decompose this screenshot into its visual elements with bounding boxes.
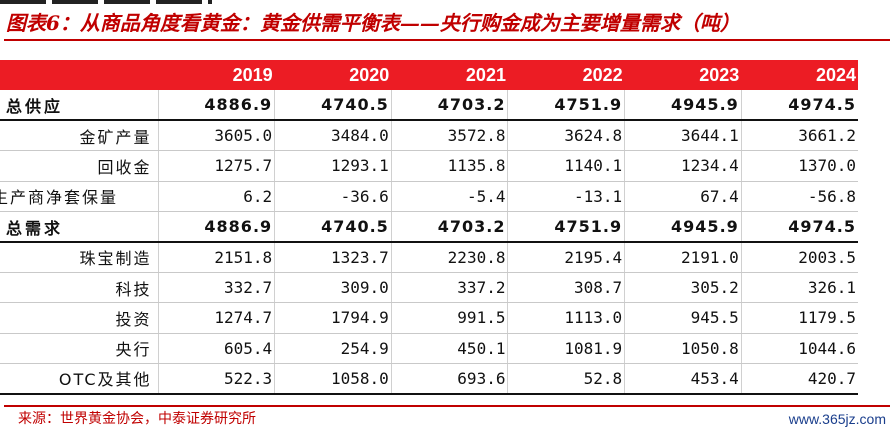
table-row-investment: 投资 1274.7 1794.9 991.5 1113.0 945.5 1179…: [0, 302, 858, 334]
table-cell: 3624.8: [507, 120, 626, 152]
table-cell: 337.2: [391, 272, 509, 304]
table-cell: 3644.1: [624, 120, 742, 152]
table-cell: 326.1: [741, 272, 858, 304]
header-corner: [0, 60, 158, 90]
table-cell: -5.4: [391, 181, 509, 213]
table-row-total-supply: 总供应 4886.9 4740.5 4703.2 4751.9 4945.9 4…: [0, 90, 858, 122]
table-cell: 1293.1: [274, 150, 392, 182]
row-label: OTC及其他: [0, 363, 159, 395]
table-cell: 1058.0: [274, 363, 392, 395]
table-cell: 1179.5: [741, 302, 858, 334]
table-cell: 605.4: [158, 333, 276, 365]
column-header-2024: 2024: [741, 60, 858, 90]
table-cell: 945.5: [624, 302, 742, 334]
table-cell: 522.3: [158, 363, 276, 395]
table-cell: 1323.7: [274, 241, 392, 273]
table-cell: 3572.8: [391, 120, 509, 152]
column-header-2021: 2021: [391, 60, 508, 90]
table-cell: 4945.9: [624, 211, 742, 243]
table-row-total-demand: 总需求 4886.9 4740.5 4703.2 4751.9 4945.9 4…: [0, 211, 858, 243]
row-label: 总供应: [0, 90, 159, 122]
table-row-otc-other: OTC及其他 522.3 1058.0 693.6 52.8 453.4 420…: [0, 363, 858, 395]
column-header-2019: 2019: [158, 60, 275, 90]
table-cell: 4740.5: [274, 211, 392, 243]
table-cell: 6.2: [158, 181, 276, 213]
table-cell: 3661.2: [741, 120, 858, 152]
table-cell: 3484.0: [274, 120, 392, 152]
column-header-2020: 2020: [274, 60, 392, 90]
source-divider: [4, 405, 890, 407]
table-cell: 693.6: [391, 363, 509, 395]
table-cell: 1370.0: [741, 150, 858, 182]
table-cell: 254.9: [274, 333, 392, 365]
table-cell: 4740.5: [274, 90, 392, 122]
table-cell: 4974.5: [741, 90, 858, 122]
table-cell: 305.2: [624, 272, 742, 304]
table-cell: 3605.0: [158, 120, 276, 152]
table-cell: 52.8: [507, 363, 626, 395]
table-row-net-hedging: 生产商净套保量 6.2 -36.6 -5.4 -13.1 67.4 -56.8: [0, 181, 858, 213]
table-cell: 2191.0: [624, 241, 742, 273]
table-row-jewellery: 珠宝制造 2151.8 1323.7 2230.8 2195.4 2191.0 …: [0, 241, 858, 273]
table-cell: 308.7: [507, 272, 626, 304]
table-cell: 450.1: [391, 333, 509, 365]
gold-supply-demand-table: 2019 2020 2021 2022 2023 2024 总供应 4886.9…: [0, 60, 858, 395]
table-cell: 2151.8: [158, 241, 276, 273]
row-label: 科技: [0, 272, 159, 304]
top-decoration-strip: [0, 0, 212, 4]
table-cell: 420.7: [741, 363, 858, 395]
table-row-central-banks: 央行 605.4 254.9 450.1 1081.9 1050.8 1044.…: [0, 333, 858, 365]
table-cell: 4751.9: [507, 211, 626, 243]
column-header-2023: 2023: [624, 60, 742, 90]
table-cell: 4703.2: [391, 90, 509, 122]
table-cell: 991.5: [391, 302, 509, 334]
table-cell: 2003.5: [741, 241, 858, 273]
table-cell: 4886.9: [158, 90, 276, 122]
table-cell: 4751.9: [507, 90, 626, 122]
row-label: 央行: [0, 333, 159, 365]
row-label: 总需求: [0, 211, 159, 243]
table-row-mine-production: 金矿产量 3605.0 3484.0 3572.8 3624.8 3644.1 …: [0, 120, 858, 152]
table-cell: 332.7: [158, 272, 276, 304]
title-divider: [4, 39, 890, 41]
watermark-text: www.365jz.com: [788, 411, 886, 427]
table-cell: 1140.1: [507, 150, 626, 182]
table-cell: 1135.8: [391, 150, 509, 182]
row-label: 回收金: [0, 150, 159, 182]
table-cell: 1275.7: [158, 150, 276, 182]
table-cell: 4974.5: [741, 211, 858, 243]
column-header-2022: 2022: [507, 60, 625, 90]
table-cell: 1794.9: [274, 302, 392, 334]
table-cell: -56.8: [741, 181, 858, 213]
table-cell: 309.0: [274, 272, 392, 304]
table-cell: -36.6: [274, 181, 392, 213]
source-note: 来源：世界黄金协会，中泰证券研究所: [18, 411, 256, 427]
table-cell: 453.4: [624, 363, 742, 395]
table-cell: 1113.0: [507, 302, 626, 334]
table-cell: 67.4: [624, 181, 742, 213]
table-cell: 1050.8: [624, 333, 742, 365]
figure-title: 图表6：从商品角度看黄金：黄金供需平衡表——央行购金成为主要增量需求（吨）: [6, 11, 740, 35]
row-label: 生产商净套保量: [0, 181, 159, 213]
row-label: 投资: [0, 302, 159, 334]
table-cell: -13.1: [507, 181, 626, 213]
table-row-technology: 科技 332.7 309.0 337.2 308.7 305.2 326.1: [0, 272, 858, 304]
table-cell: 4703.2: [391, 211, 509, 243]
table-cell: 2230.8: [391, 241, 509, 273]
table-cell: 4886.9: [158, 211, 276, 243]
table-cell: 1234.4: [624, 150, 742, 182]
table-row-recycled-gold: 回收金 1275.7 1293.1 1135.8 1140.1 1234.4 1…: [0, 150, 858, 182]
row-label: 珠宝制造: [0, 241, 159, 273]
table-cell: 1044.6: [741, 333, 858, 365]
table-cell: 1274.7: [158, 302, 276, 334]
table-header-row: 2019 2020 2021 2022 2023 2024: [0, 60, 858, 90]
row-label: 金矿产量: [0, 120, 159, 152]
table-cell: 1081.9: [507, 333, 626, 365]
table-cell: 2195.4: [507, 241, 626, 273]
table-cell: 4945.9: [624, 90, 742, 122]
